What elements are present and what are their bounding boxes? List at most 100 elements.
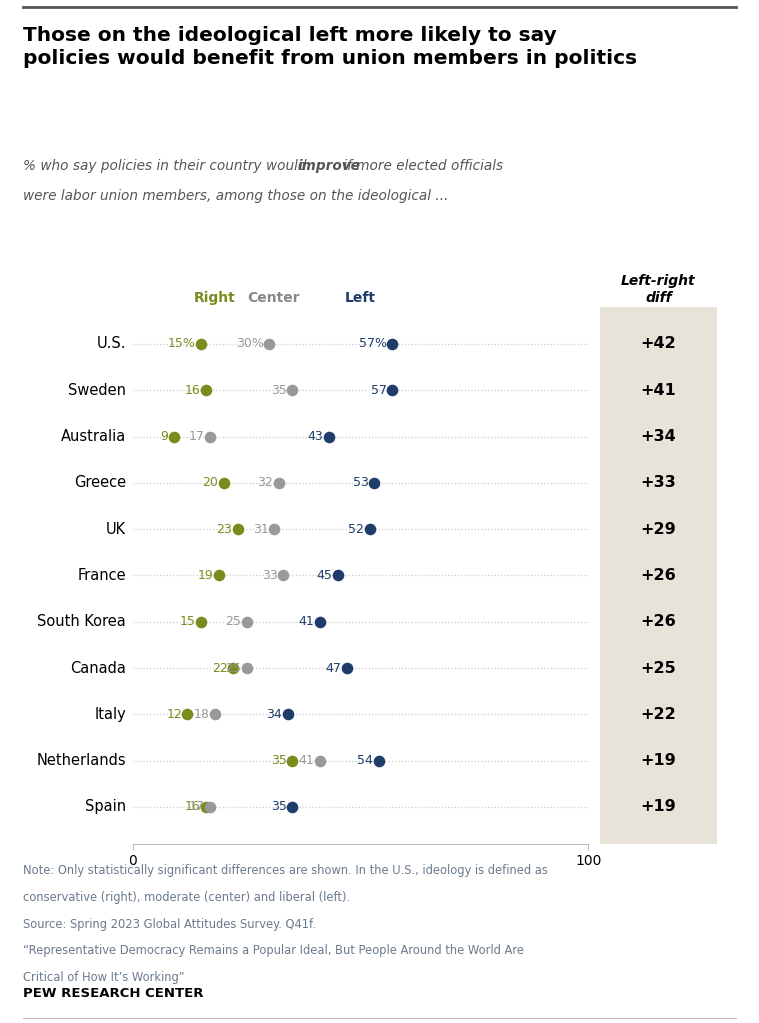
Point xyxy=(272,475,285,491)
Point xyxy=(277,567,289,583)
Point xyxy=(227,660,239,676)
Text: 18: 18 xyxy=(194,708,209,721)
Text: 20: 20 xyxy=(203,477,219,489)
Text: Spain: Spain xyxy=(85,799,126,814)
Text: +29: +29 xyxy=(641,522,676,537)
Point xyxy=(341,660,353,676)
Text: PEW RESEARCH CENTER: PEW RESEARCH CENTER xyxy=(23,987,203,1000)
Text: 9: 9 xyxy=(160,430,168,443)
Text: 32: 32 xyxy=(257,477,273,489)
Point xyxy=(323,429,335,445)
Text: 54: 54 xyxy=(357,754,373,767)
Text: 35: 35 xyxy=(271,384,287,397)
Point xyxy=(168,429,180,445)
Text: 16: 16 xyxy=(184,384,200,397)
Text: Italy: Italy xyxy=(94,707,126,722)
Text: 41: 41 xyxy=(298,615,314,628)
Text: Australia: Australia xyxy=(61,429,126,444)
Point xyxy=(386,336,398,352)
Text: % who say policies in their country would: % who say policies in their country woul… xyxy=(23,159,310,173)
Text: +42: +42 xyxy=(641,337,676,352)
Point xyxy=(386,382,398,398)
Point xyxy=(286,753,298,769)
Text: +41: +41 xyxy=(641,383,676,398)
Text: 43: 43 xyxy=(307,430,323,443)
Point xyxy=(364,521,376,537)
Text: 53: 53 xyxy=(353,477,369,489)
Text: 15: 15 xyxy=(180,615,196,628)
Text: 15%: 15% xyxy=(168,338,196,351)
Text: 52: 52 xyxy=(348,523,364,536)
Text: 41: 41 xyxy=(298,754,314,767)
Text: “Representative Democracy Remains a Popular Ideal, But People Around the World A: “Representative Democracy Remains a Popu… xyxy=(23,944,524,958)
Text: +19: +19 xyxy=(641,753,676,768)
Text: 47: 47 xyxy=(326,662,342,674)
Text: Left: Left xyxy=(345,291,376,305)
Text: 34: 34 xyxy=(266,708,282,721)
Point xyxy=(218,475,230,491)
Point xyxy=(373,753,385,769)
Point xyxy=(204,799,216,815)
Point xyxy=(181,706,194,722)
Text: Center: Center xyxy=(247,291,301,305)
Point xyxy=(195,336,207,352)
Text: were labor union members, among those on the ideological ...: were labor union members, among those on… xyxy=(23,189,449,204)
Point xyxy=(263,336,276,352)
Text: 19: 19 xyxy=(198,569,214,582)
Text: Sweden: Sweden xyxy=(68,383,126,398)
Text: 35: 35 xyxy=(271,800,287,813)
Text: Note: Only statistically significant differences are shown. In the U.S., ideolog: Note: Only statistically significant dif… xyxy=(23,864,548,878)
Text: +19: +19 xyxy=(641,799,676,814)
Point xyxy=(368,475,380,491)
Text: +26: +26 xyxy=(641,614,676,629)
Text: 31: 31 xyxy=(253,523,269,536)
Text: Greece: Greece xyxy=(74,476,126,490)
Text: 45: 45 xyxy=(317,569,332,582)
Point xyxy=(332,567,344,583)
Point xyxy=(200,799,212,815)
Text: +22: +22 xyxy=(641,707,676,722)
Text: +34: +34 xyxy=(641,429,676,444)
Text: Right: Right xyxy=(194,291,236,305)
Text: 22: 22 xyxy=(212,662,228,674)
Point xyxy=(286,382,298,398)
Text: +33: +33 xyxy=(641,476,676,490)
Text: U.S.: U.S. xyxy=(96,337,126,352)
Point xyxy=(213,567,225,583)
Text: 23: 23 xyxy=(216,523,232,536)
Point xyxy=(200,382,212,398)
Point xyxy=(282,706,294,722)
Text: 30%: 30% xyxy=(236,338,264,351)
Text: 25: 25 xyxy=(225,615,241,628)
Text: South Korea: South Korea xyxy=(37,614,126,629)
Text: UK: UK xyxy=(106,522,126,537)
Text: 16: 16 xyxy=(184,800,200,813)
Text: Canada: Canada xyxy=(70,661,126,675)
Text: 35: 35 xyxy=(271,754,287,767)
Point xyxy=(209,706,221,722)
Point xyxy=(241,614,253,630)
Text: improve: improve xyxy=(298,159,361,173)
Text: +26: +26 xyxy=(641,568,676,583)
Text: 17: 17 xyxy=(189,800,205,813)
Text: Source: Spring 2023 Global Attitudes Survey. Q41f.: Source: Spring 2023 Global Attitudes Sur… xyxy=(23,918,316,931)
Point xyxy=(313,614,326,630)
Text: +25: +25 xyxy=(641,661,676,675)
Text: Left-right
diff: Left-right diff xyxy=(621,274,696,305)
Text: Netherlands: Netherlands xyxy=(36,753,126,768)
Point xyxy=(195,614,207,630)
Text: 57%: 57% xyxy=(359,338,387,351)
Text: 17: 17 xyxy=(189,430,205,443)
Text: 12: 12 xyxy=(166,708,182,721)
Text: 25: 25 xyxy=(225,662,241,674)
Point xyxy=(231,521,244,537)
Text: conservative (right), moderate (center) and liberal (left).: conservative (right), moderate (center) … xyxy=(23,891,350,904)
Text: 57: 57 xyxy=(371,384,387,397)
Point xyxy=(241,660,253,676)
Text: 33: 33 xyxy=(262,569,278,582)
Text: Those on the ideological left more likely to say
policies would benefit from uni: Those on the ideological left more likel… xyxy=(23,26,637,69)
Text: if more elected officials: if more elected officials xyxy=(339,159,502,173)
Text: Critical of How It’s Working”: Critical of How It’s Working” xyxy=(23,971,184,984)
Point xyxy=(313,753,326,769)
Point xyxy=(204,429,216,445)
